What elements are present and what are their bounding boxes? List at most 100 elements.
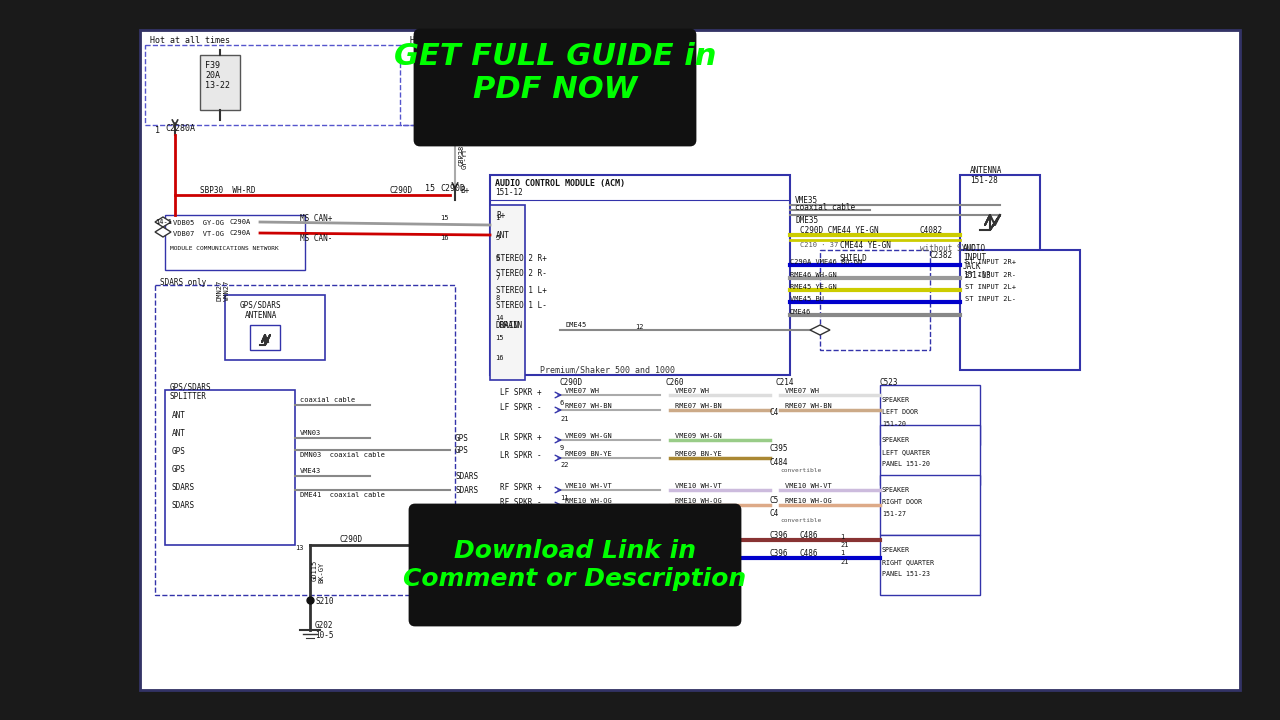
- Text: C5: C5: [771, 495, 780, 505]
- Text: SYSTEM: SYSTEM: [470, 536, 498, 544]
- Text: SHIELD: SHIELD: [840, 253, 868, 263]
- Text: DMN27: DMN27: [218, 279, 223, 301]
- Text: 11: 11: [561, 495, 568, 501]
- Text: SPEAKER: SPEAKER: [882, 397, 910, 403]
- Text: ST INPUT 2R+: ST INPUT 2R+: [965, 259, 1016, 265]
- Text: GPS/SDARS: GPS/SDARS: [241, 300, 282, 310]
- Text: F39: F39: [205, 60, 220, 70]
- Text: GPS: GPS: [172, 464, 186, 474]
- Text: ANT: ANT: [172, 428, 186, 438]
- Text: INPUT: INPUT: [963, 253, 986, 261]
- Text: convertible: convertible: [780, 518, 822, 523]
- Bar: [155, 285, 454, 595]
- Text: 16: 16: [440, 235, 448, 241]
- Bar: [399, 45, 600, 125]
- Text: C4: C4: [771, 408, 780, 416]
- Text: SPEAKER: SPEAKER: [882, 547, 910, 553]
- Text: SDARS: SDARS: [454, 472, 479, 480]
- Bar: [881, 535, 980, 595]
- Text: RR SP...: RR SP...: [500, 536, 538, 544]
- Text: 12: 12: [635, 324, 644, 330]
- Text: ST INPUT 2R-: ST INPUT 2R-: [965, 272, 1016, 278]
- Text: 15: 15: [495, 335, 503, 341]
- Text: 20A: 20A: [205, 71, 220, 79]
- Text: RME10 WH-OG: RME10 WH-OG: [675, 498, 722, 504]
- Text: 1: 1: [840, 550, 845, 556]
- Text: C214: C214: [774, 377, 794, 387]
- Polygon shape: [155, 227, 172, 237]
- Text: VME07 WH: VME07 WH: [785, 388, 819, 394]
- Text: C486: C486: [800, 531, 818, 539]
- Text: SPEAKER: SPEAKER: [882, 437, 910, 443]
- Text: C290A: C290A: [230, 230, 251, 236]
- Text: ANT: ANT: [172, 410, 186, 420]
- Text: C396: C396: [771, 531, 788, 539]
- Text: 4: 4: [561, 510, 564, 516]
- Text: 21: 21: [840, 559, 849, 565]
- Text: PANEL 151-20: PANEL 151-20: [882, 461, 931, 467]
- Text: ST INPUT 2L-: ST INPUT 2L-: [965, 296, 1016, 302]
- Bar: [881, 385, 980, 445]
- Text: VDB07  VT-OG: VDB07 VT-OG: [173, 231, 224, 237]
- Text: SDARS: SDARS: [172, 500, 195, 510]
- Text: VME10 WH-VT: VME10 WH-VT: [675, 483, 722, 489]
- Text: CBP28: CBP28: [458, 145, 465, 166]
- Text: VME10 WH-VT: VME10 WH-VT: [564, 483, 612, 489]
- Text: LF SPKR -: LF SPKR -: [500, 402, 541, 412]
- Bar: [490, 175, 790, 375]
- Text: C290D: C290D: [561, 377, 584, 387]
- Text: LR SPKR -: LR SPKR -: [500, 451, 541, 459]
- Bar: [165, 215, 305, 270]
- Text: SPLITTER: SPLITTER: [170, 392, 207, 400]
- Text: RME07 WH-BN: RME07 WH-BN: [564, 403, 612, 409]
- Text: SDARS only: SDARS only: [160, 277, 206, 287]
- FancyBboxPatch shape: [410, 505, 740, 625]
- Text: LF SPKR +: LF SPKR +: [500, 387, 541, 397]
- Text: C2280A: C2280A: [165, 124, 195, 132]
- Text: VME45 BU: VME45 BU: [790, 296, 824, 302]
- Text: RF SPKR +: RF SPKR +: [500, 482, 541, 492]
- Text: PANEL 151-23: PANEL 151-23: [882, 571, 931, 577]
- Text: convertible: convertible: [780, 467, 822, 472]
- Text: GPS/SDARS: GPS/SDARS: [170, 382, 211, 392]
- Bar: [145, 45, 506, 125]
- Text: 15: 15: [425, 184, 435, 192]
- Bar: [960, 250, 1080, 370]
- Text: ANTENNA: ANTENNA: [970, 166, 1002, 174]
- Text: DRAIN: DRAIN: [500, 320, 524, 330]
- Text: 8: 8: [495, 295, 499, 301]
- Text: G202: G202: [315, 621, 334, 629]
- Text: without SYNC: without SYNC: [920, 243, 975, 253]
- Text: SPEAKER: SPEAKER: [882, 487, 910, 493]
- Text: 13-23: 13-23: [445, 81, 470, 89]
- Text: RME10 WH-OG: RME10 WH-OG: [785, 498, 832, 504]
- Text: C484: C484: [771, 457, 788, 467]
- Bar: [490, 205, 525, 380]
- Text: 14-1: 14-1: [155, 219, 172, 225]
- Text: RF SPKR -: RF SPKR -: [500, 498, 541, 506]
- Text: C486: C486: [800, 549, 818, 557]
- Text: JACK: JACK: [963, 261, 982, 271]
- Text: C395: C395: [771, 444, 788, 452]
- Text: C4: C4: [771, 508, 780, 518]
- Text: coaxial cable: coaxial cable: [795, 202, 855, 212]
- Text: GPS: GPS: [172, 446, 186, 456]
- Text: ST INPUT 2L+: ST INPUT 2L+: [965, 284, 1016, 290]
- Text: LEFT QUARTER: LEFT QUARTER: [882, 449, 931, 455]
- Text: 13-22: 13-22: [205, 81, 230, 89]
- Text: C396: C396: [771, 549, 788, 557]
- Text: VME43: VME43: [300, 468, 321, 474]
- Text: C290A: C290A: [230, 219, 251, 225]
- Bar: [225, 295, 325, 360]
- Text: VME09 WH-GN: VME09 WH-GN: [564, 433, 612, 439]
- Text: coaxial cable: coaxial cable: [300, 397, 356, 403]
- Text: 151-20: 151-20: [882, 421, 906, 427]
- Text: MODULE COMMUNICATIONS NETWORK: MODULE COMMUNICATIONS NETWORK: [170, 246, 279, 251]
- Text: RME07 WH-BN: RME07 WH-BN: [675, 403, 722, 409]
- Text: 15: 15: [440, 215, 448, 221]
- Text: SDARS: SDARS: [172, 482, 195, 492]
- Bar: [960, 175, 1039, 255]
- Text: RME07 WH-BN: RME07 WH-BN: [785, 403, 832, 409]
- Text: MS CAN+: MS CAN+: [300, 214, 333, 222]
- Text: 6: 6: [495, 255, 499, 261]
